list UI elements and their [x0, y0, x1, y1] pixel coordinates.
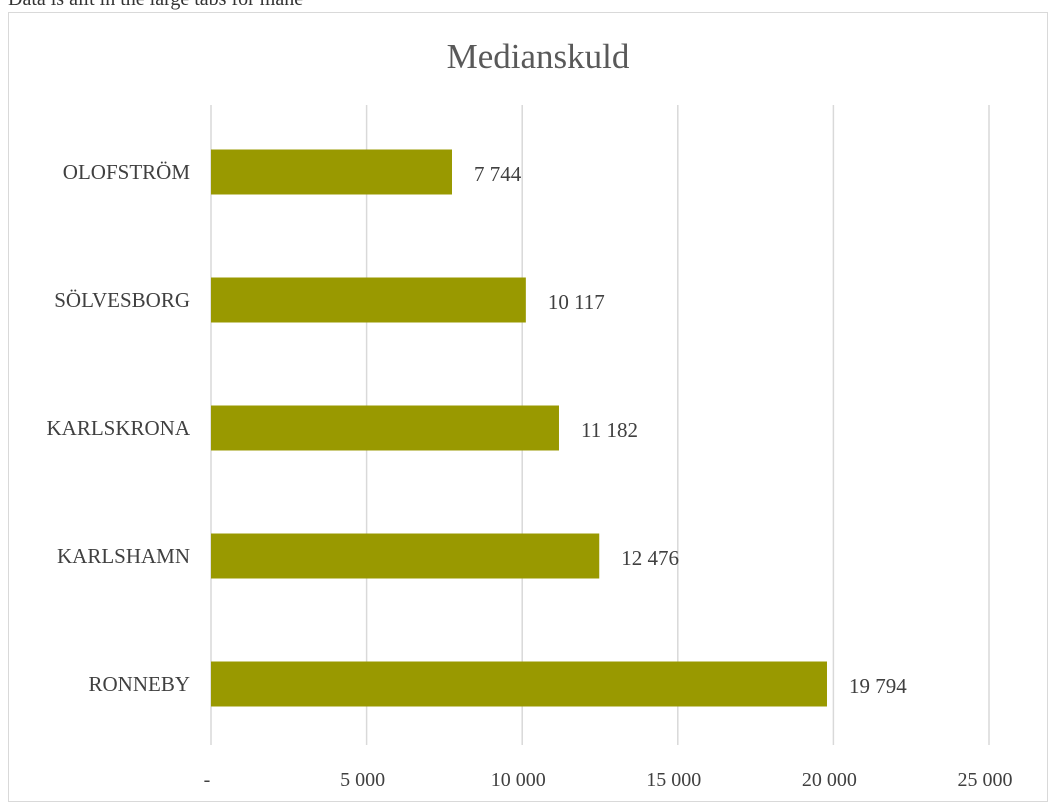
- value-labels: 7 744 10 117 11 182 12 476 19 794: [474, 162, 907, 698]
- bar: [211, 661, 827, 707]
- category-label: OLOFSTRÖM: [63, 160, 191, 184]
- x-tick-label: 15 000: [646, 769, 701, 791]
- category-label: RONNEBY: [88, 672, 190, 696]
- chart-title: Medianskuld: [447, 37, 630, 76]
- bars: [211, 149, 827, 707]
- category-label: KARLSKRONA: [46, 416, 190, 440]
- x-tick-label: 25 000: [958, 769, 1013, 791]
- bar: [211, 405, 559, 451]
- x-tick-label: 5 000: [340, 769, 385, 791]
- category-labels: OLOFSTRÖM SÖLVESBORG KARLSKRONA KARLSHAMN RO…: [46, 160, 190, 696]
- data-label: 7 744: [474, 162, 522, 186]
- data-label: 12 476: [621, 546, 679, 570]
- x-tick-label: 10 000: [491, 769, 546, 791]
- bar: [211, 533, 600, 579]
- bar: [211, 277, 526, 323]
- x-tick-label: 20 000: [802, 769, 857, 791]
- header-text: Data is allt in the large tabs for mane: [8, 0, 303, 11]
- category-label: KARLSHAMN: [57, 544, 190, 568]
- bar: [211, 149, 452, 195]
- data-label: 10 117: [548, 290, 605, 314]
- x-tick-labels: - 5 000 10 000 15 000 20 000 25 000: [204, 769, 1013, 791]
- data-label: 11 182: [581, 418, 638, 442]
- data-label: 19 794: [849, 674, 907, 698]
- category-label: SÖLVESBORG: [54, 288, 190, 312]
- x-tick-label: -: [204, 769, 211, 791]
